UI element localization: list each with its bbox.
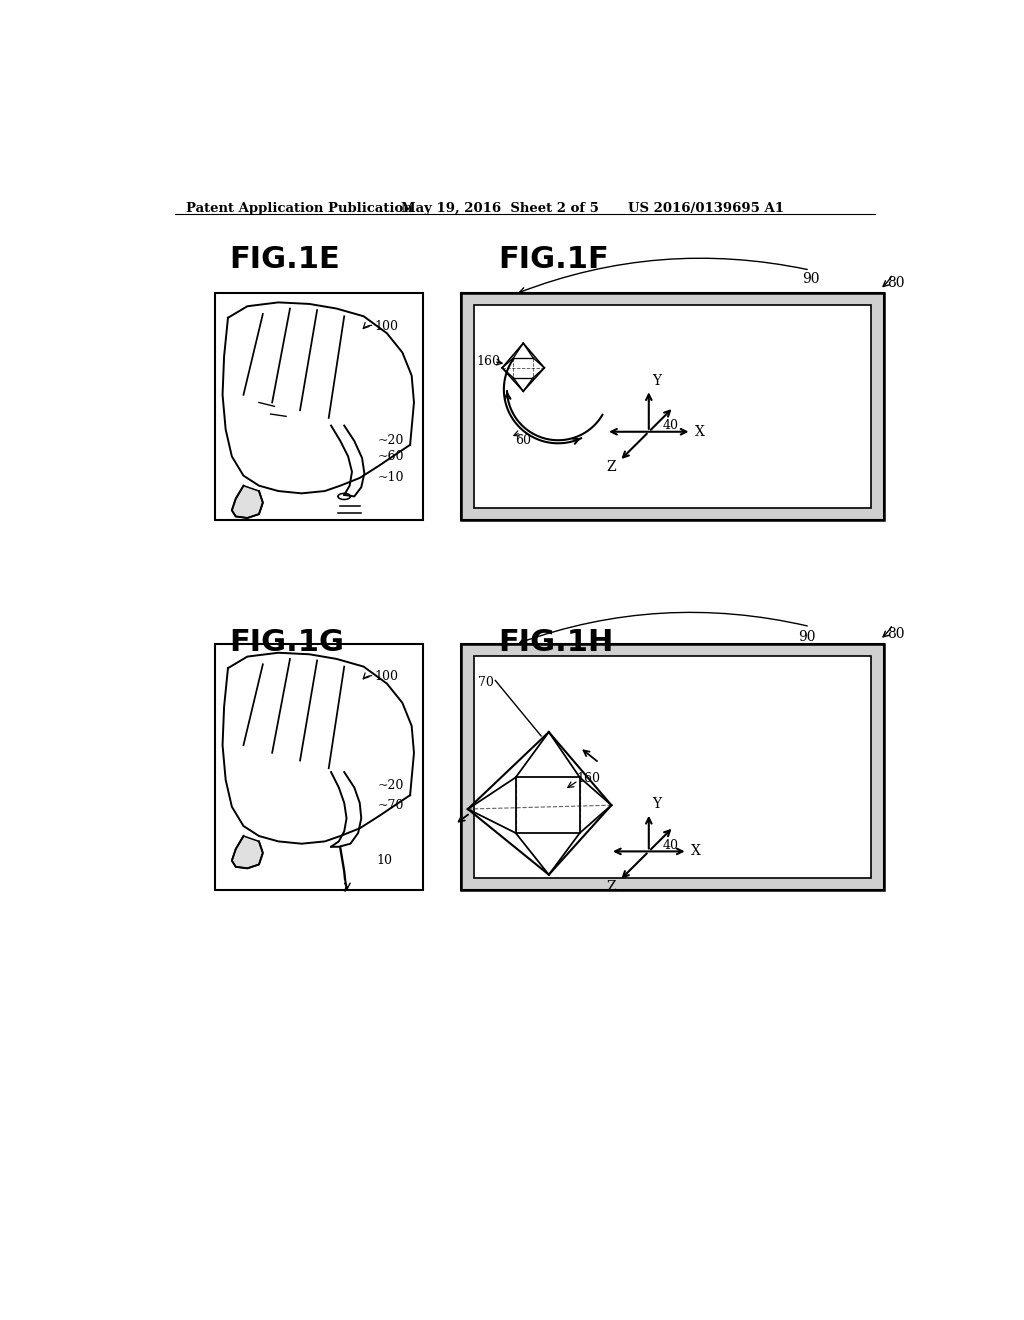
Bar — [474, 656, 871, 878]
Bar — [461, 878, 884, 890]
Bar — [215, 293, 423, 520]
Text: 160: 160 — [575, 772, 600, 785]
Text: ~60: ~60 — [378, 450, 404, 463]
Text: ~70: ~70 — [378, 799, 403, 812]
Text: ~20: ~20 — [378, 434, 403, 447]
Text: Z: Z — [606, 880, 616, 894]
Text: 60: 60 — [515, 434, 531, 447]
Text: Patent Application Publication: Patent Application Publication — [186, 202, 413, 215]
Polygon shape — [231, 486, 263, 517]
Text: 100: 100 — [375, 671, 398, 684]
Text: FIG.1G: FIG.1G — [228, 628, 344, 657]
Text: 100: 100 — [375, 321, 398, 333]
Bar — [871, 293, 884, 520]
Text: 90: 90 — [802, 272, 820, 285]
Text: ~10: ~10 — [378, 471, 404, 484]
Text: 10: 10 — [376, 854, 392, 867]
Text: FIG.1H: FIG.1H — [499, 628, 613, 657]
Text: 90: 90 — [799, 630, 816, 644]
Text: US 2016/0139695 A1: US 2016/0139695 A1 — [628, 202, 784, 215]
Text: 40: 40 — [663, 838, 679, 851]
Bar — [461, 644, 884, 656]
Bar — [461, 644, 474, 890]
Bar — [215, 644, 423, 890]
Bar — [461, 293, 884, 520]
Bar — [461, 644, 884, 890]
Bar — [461, 644, 884, 890]
Text: ~20: ~20 — [378, 779, 403, 792]
Bar — [461, 508, 884, 520]
Bar — [461, 293, 884, 520]
Text: 160: 160 — [477, 355, 501, 368]
Text: Y: Y — [652, 797, 662, 812]
Text: 80: 80 — [888, 627, 905, 640]
Text: X: X — [690, 845, 700, 858]
Text: FIG.1E: FIG.1E — [228, 244, 340, 273]
Bar — [461, 293, 884, 305]
Bar — [474, 305, 871, 508]
Text: Y: Y — [652, 374, 662, 388]
Text: 40: 40 — [663, 418, 679, 432]
Text: May 19, 2016  Sheet 2 of 5: May 19, 2016 Sheet 2 of 5 — [400, 202, 599, 215]
Text: FIG.1F: FIG.1F — [499, 244, 609, 273]
Text: Z: Z — [606, 461, 616, 474]
Text: 80: 80 — [888, 276, 905, 290]
Text: X: X — [694, 425, 705, 438]
Bar — [461, 293, 474, 520]
Polygon shape — [231, 836, 263, 869]
Text: 70: 70 — [477, 676, 494, 689]
Bar — [871, 644, 884, 890]
